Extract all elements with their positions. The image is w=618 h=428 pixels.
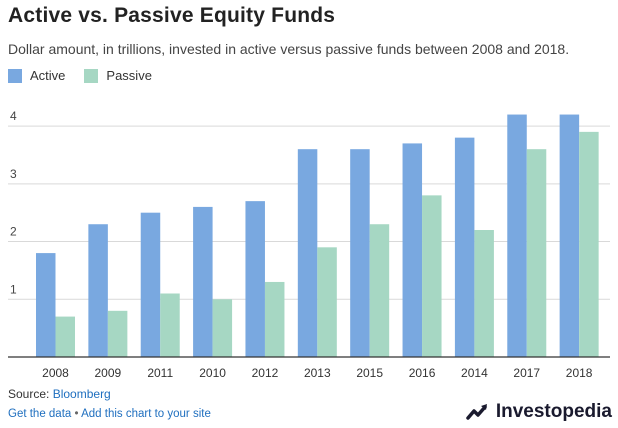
bar-passive-2018 <box>579 131 599 357</box>
y-tick-label: 3 <box>10 167 17 181</box>
y-tick-label: 1 <box>10 282 17 296</box>
source-prefix: Source: <box>8 387 53 401</box>
investopedia-logo[interactable]: Investopedia <box>465 400 612 424</box>
bar-passive-2014 <box>474 230 494 357</box>
x-tick-label: 2009 <box>95 366 122 380</box>
add-chart-link[interactable]: Add this chart to your site <box>81 408 211 420</box>
footer-links: Get the data • Add this chart to your si… <box>8 408 211 420</box>
chart-title: Active vs. Passive Equity Funds <box>8 4 336 27</box>
bar-passive-2010 <box>212 299 233 357</box>
bar-passive-2015 <box>369 224 390 357</box>
bar-active-2011 <box>140 212 161 357</box>
bar-passive-2012 <box>264 281 285 357</box>
x-tick-label: 2010 <box>199 366 226 380</box>
chart-subtitle: Dollar amount, in trillions, invested in… <box>8 41 570 57</box>
bar-passive-2017 <box>526 149 547 357</box>
brand-name: Investopedia <box>495 401 612 422</box>
source-link[interactable]: Bloomberg <box>52 387 111 401</box>
x-tick-label: 2008 <box>42 366 69 380</box>
x-tick-label: 2015 <box>356 366 383 380</box>
bar-active-2008 <box>36 253 56 357</box>
bar-passive-2016 <box>422 195 442 357</box>
legend-label-active: Active <box>30 68 66 83</box>
bar-passive-2008 <box>55 316 75 357</box>
bar-passive-2011 <box>160 293 180 357</box>
bar-active-2012 <box>245 201 265 357</box>
x-tick-label: 2016 <box>409 366 436 380</box>
bar-passive-2013 <box>317 247 337 357</box>
x-tick-label: 2012 <box>252 366 279 380</box>
legend-item-active[interactable]: Active <box>8 68 65 83</box>
legend-swatch-passive <box>84 68 99 83</box>
legend: Active Passive <box>8 68 171 83</box>
legend-label-passive: Passive <box>106 68 152 83</box>
legend-item-passive[interactable]: Passive <box>84 68 152 83</box>
x-tick-label: 2018 <box>566 366 593 380</box>
y-tick-label: 2 <box>10 225 17 239</box>
x-tick-label: 2013 <box>304 366 331 380</box>
bar-active-2018 <box>559 114 580 357</box>
bar-active-2016 <box>402 143 423 357</box>
bar-active-2014 <box>454 137 475 357</box>
bar-active-2013 <box>297 149 318 357</box>
get-data-link[interactable]: Get the data <box>8 408 72 420</box>
bar-active-2017 <box>507 114 527 357</box>
bar-active-2010 <box>193 206 213 357</box>
x-tick-label: 2017 <box>513 366 540 380</box>
bar-active-2009 <box>88 224 108 357</box>
x-tick-label: 2011 <box>147 366 173 380</box>
bar-passive-2009 <box>107 310 128 357</box>
bar-active-2015 <box>350 149 370 357</box>
legend-swatch-active <box>8 68 22 83</box>
y-tick-label: 4 <box>10 109 17 123</box>
source-line: Source: Bloomberg <box>8 387 111 401</box>
investopedia-logo-icon <box>466 404 487 420</box>
x-tick-label: 2014 <box>461 366 488 380</box>
footer-separator: • <box>71 408 82 420</box>
